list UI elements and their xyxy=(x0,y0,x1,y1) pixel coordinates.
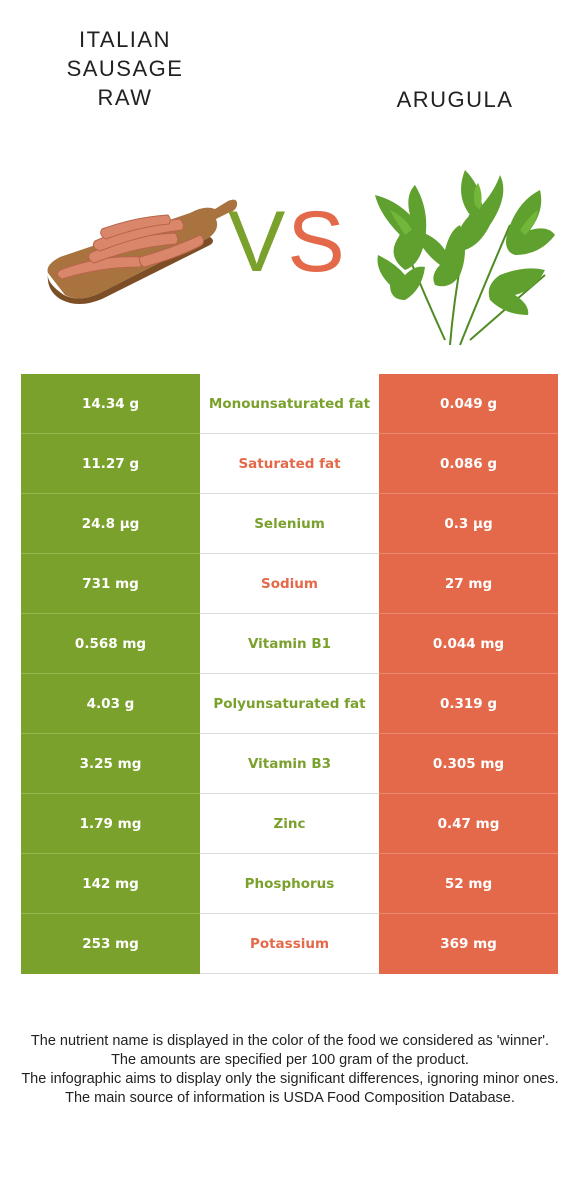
table-row: 11.27 g Saturated fat 0.086 g xyxy=(21,434,558,494)
right-value: 0.47 mg xyxy=(379,794,558,854)
table-row: 3.25 mg Vitamin B3 0.305 mg xyxy=(21,734,558,794)
table-row: 731 mg Sodium 27 mg xyxy=(21,554,558,614)
table-row: 253 mg Potassium 369 mg xyxy=(21,914,558,974)
left-value: 731 mg xyxy=(21,554,200,614)
table-row: 0.568 mg Vitamin B1 0.044 mg xyxy=(21,614,558,674)
nutrient-name: Vitamin B3 xyxy=(200,734,379,794)
vs-v: V xyxy=(228,194,288,290)
vs-label: VS xyxy=(228,192,347,292)
nutrient-name: Potassium xyxy=(200,914,379,974)
nutrient-name: Phosphorus xyxy=(200,854,379,914)
food-left-title: ITALIAN SAUSAGE RAW xyxy=(40,25,210,112)
left-value: 11.27 g xyxy=(21,434,200,494)
table-row: 24.8 µg Selenium 0.3 µg xyxy=(21,494,558,554)
nutrient-name: Monounsaturated fat xyxy=(200,374,379,434)
footnote-line: The infographic aims to display only the… xyxy=(21,1071,559,1087)
comparison-table: 14.34 g Monounsaturated fat 0.049 g 11.2… xyxy=(21,374,558,974)
left-value: 3.25 mg xyxy=(21,734,200,794)
right-value: 0.044 mg xyxy=(379,614,558,674)
vs-s: S xyxy=(287,194,347,290)
right-value: 0.305 mg xyxy=(379,734,558,794)
nutrient-name: Sodium xyxy=(200,554,379,614)
table-row: 142 mg Phosphorus 52 mg xyxy=(21,854,558,914)
left-value: 24.8 µg xyxy=(21,494,200,554)
table-row: 4.03 g Polyunsaturated fat 0.319 g xyxy=(21,674,558,734)
footnote-line: The main source of information is USDA F… xyxy=(65,1090,515,1106)
nutrient-name: Zinc xyxy=(200,794,379,854)
left-value: 14.34 g xyxy=(21,374,200,434)
right-value: 0.049 g xyxy=(379,374,558,434)
left-value: 0.568 mg xyxy=(21,614,200,674)
right-value: 369 mg xyxy=(379,914,558,974)
food-left-title-line: RAW xyxy=(97,85,153,110)
food-left-title-line: SAUSAGE xyxy=(66,56,184,81)
nutrient-name: Vitamin B1 xyxy=(200,614,379,674)
arugula-image xyxy=(375,170,555,346)
right-value: 0.319 g xyxy=(379,674,558,734)
food-right-title: ARUGULA xyxy=(396,87,514,112)
table-row: 14.34 g Monounsaturated fat 0.049 g xyxy=(21,374,558,434)
footnote: The nutrient name is displayed in the co… xyxy=(18,1032,562,1108)
footnote-line: The nutrient name is displayed in the co… xyxy=(30,1033,550,1049)
nutrient-name: Selenium xyxy=(200,494,379,554)
left-value: 253 mg xyxy=(21,914,200,974)
nutrient-name: Polyunsaturated fat xyxy=(200,674,379,734)
left-value: 4.03 g xyxy=(21,674,200,734)
nutrient-name: Saturated fat xyxy=(200,434,379,494)
right-value: 0.086 g xyxy=(379,434,558,494)
right-value: 52 mg xyxy=(379,854,558,914)
left-value: 142 mg xyxy=(21,854,200,914)
footnote-line: The amounts are specified per 100 gram o… xyxy=(111,1052,469,1068)
table-row: 1.79 mg Zinc 0.47 mg xyxy=(21,794,558,854)
right-value: 0.3 µg xyxy=(379,494,558,554)
sausage-image xyxy=(47,199,238,304)
right-value: 27 mg xyxy=(379,554,558,614)
left-value: 1.79 mg xyxy=(21,794,200,854)
food-left-title-line: ITALIAN xyxy=(78,27,171,52)
